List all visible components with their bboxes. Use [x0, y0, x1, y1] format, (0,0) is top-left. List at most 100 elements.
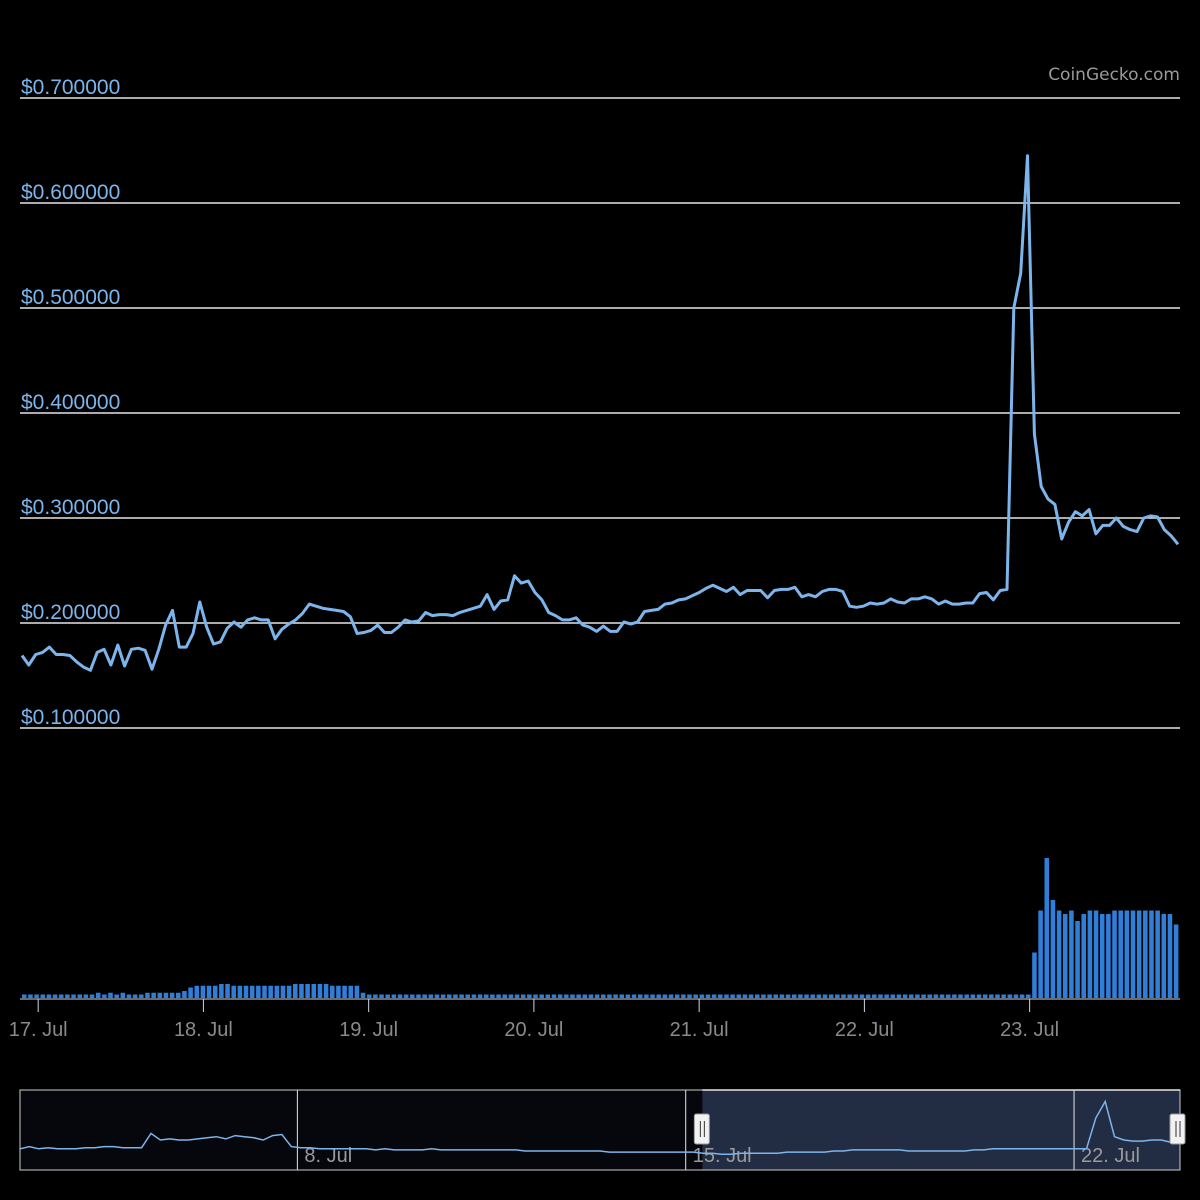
- volume-bar: [286, 985, 292, 998]
- volume-bar: [317, 984, 323, 998]
- credit-label[interactable]: CoinGecko.com: [1048, 65, 1180, 85]
- volume-bar: [428, 994, 434, 998]
- volume-bar: [921, 994, 926, 998]
- volume-bar: [219, 984, 224, 998]
- navigator-handle-right[interactable]: [1169, 1113, 1186, 1145]
- volume-bar: [397, 994, 403, 998]
- volume-bar: [791, 994, 797, 998]
- volume-bar: [730, 994, 735, 998]
- volume-bar: [915, 994, 920, 998]
- volume-bar: [785, 994, 791, 998]
- volume-bar: [798, 994, 803, 998]
- volume-bar: [557, 994, 563, 998]
- volume-bar: [416, 994, 421, 998]
- x-tick-label: 17. Jul: [9, 1019, 68, 1041]
- volume-bar: [1112, 910, 1117, 998]
- volume-bar: [884, 994, 889, 998]
- volume-bar: [58, 994, 64, 998]
- volume-bar: [502, 994, 508, 998]
- volume-bar: [28, 994, 33, 998]
- volume-bar: [157, 992, 163, 998]
- volume-bar: [496, 994, 501, 998]
- volume-bar: [564, 994, 569, 998]
- volume-bar: [471, 994, 477, 998]
- volume-bar: [274, 985, 280, 998]
- volume-bar: [385, 994, 390, 998]
- navigator-selection[interactable]: [702, 1090, 1180, 1170]
- y-tick-label: $0.500000: [21, 286, 120, 309]
- volume-bar: [200, 985, 206, 998]
- volume-bar: [323, 984, 329, 998]
- volume-bar: [754, 994, 760, 998]
- volume-bar: [779, 994, 785, 998]
- volume-bar: [742, 994, 748, 998]
- volume-bar: [1167, 914, 1173, 998]
- handle-body[interactable]: [1169, 1113, 1186, 1145]
- volume-bar: [1001, 994, 1006, 998]
- navigator-label: 8. Jul: [304, 1145, 352, 1167]
- volume-bar: [902, 994, 908, 998]
- volume-bar: [761, 994, 766, 998]
- volume-bar: [77, 994, 82, 998]
- volume-bar: [1081, 914, 1087, 998]
- volume-bar: [1143, 910, 1148, 998]
- volume-bar: [594, 994, 600, 998]
- navigator-handle-left[interactable]: [693, 1113, 710, 1145]
- volume-bar: [508, 994, 514, 998]
- volume-bar: [126, 994, 132, 998]
- volume-bar: [366, 994, 372, 998]
- volume-bar: [1062, 914, 1068, 998]
- volume-bar: [976, 994, 982, 998]
- volume-bar: [1069, 910, 1074, 998]
- volume-bar: [40, 994, 46, 998]
- volume-bar: [102, 994, 107, 998]
- volume-bar: [490, 994, 495, 998]
- volume-bar: [828, 994, 834, 998]
- volume-bar: [1038, 910, 1043, 998]
- volume-bar: [342, 985, 347, 998]
- volume-bar: [1124, 910, 1130, 998]
- volume-bar: [631, 994, 637, 998]
- volume-bar: [249, 985, 255, 998]
- volume-bar: [1149, 910, 1154, 998]
- volume-bar: [243, 985, 249, 998]
- volume-bar: [434, 994, 440, 998]
- volume-bar: [964, 994, 969, 998]
- volume-bar: [520, 994, 526, 998]
- volume-bar: [859, 994, 865, 998]
- volume-bar: [1044, 858, 1050, 998]
- price-line: [20, 154, 1180, 672]
- handle-body[interactable]: [693, 1113, 710, 1145]
- volume-bar: [1130, 910, 1136, 998]
- volume-bar: [514, 994, 520, 998]
- volume-bar: [1013, 994, 1019, 998]
- y-tick-label: $0.400000: [21, 391, 120, 414]
- volume-bar: [545, 994, 551, 998]
- y-tick-label: $0.700000: [21, 76, 120, 99]
- navigator-label: 15. Jul: [693, 1145, 752, 1167]
- volume-bar: [1007, 994, 1013, 998]
- volume-bar: [151, 992, 156, 998]
- volume-bar: [163, 992, 169, 998]
- volume-bar: [1050, 900, 1056, 998]
- navigator-label: 22. Jul: [1081, 1145, 1140, 1167]
- volume-bar: [810, 994, 815, 998]
- volume-bar: [114, 994, 119, 998]
- volume-bar: [311, 984, 317, 998]
- volume-bar: [767, 994, 772, 998]
- volume-bar: [1106, 914, 1111, 998]
- volume-bar: [22, 994, 27, 998]
- volume-bar: [970, 994, 976, 998]
- x-tick-label: 21. Jul: [670, 1019, 729, 1041]
- volume-bar: [83, 994, 89, 998]
- volume-bar: [908, 994, 914, 998]
- volume-bar: [465, 994, 471, 998]
- volume-bar: [329, 985, 335, 998]
- volume-bar: [705, 994, 711, 998]
- volume-bar: [570, 994, 575, 998]
- volume-bar: [34, 994, 39, 998]
- volume-bar: [447, 994, 452, 998]
- volume-bar: [927, 994, 933, 998]
- volume-bar: [644, 994, 649, 998]
